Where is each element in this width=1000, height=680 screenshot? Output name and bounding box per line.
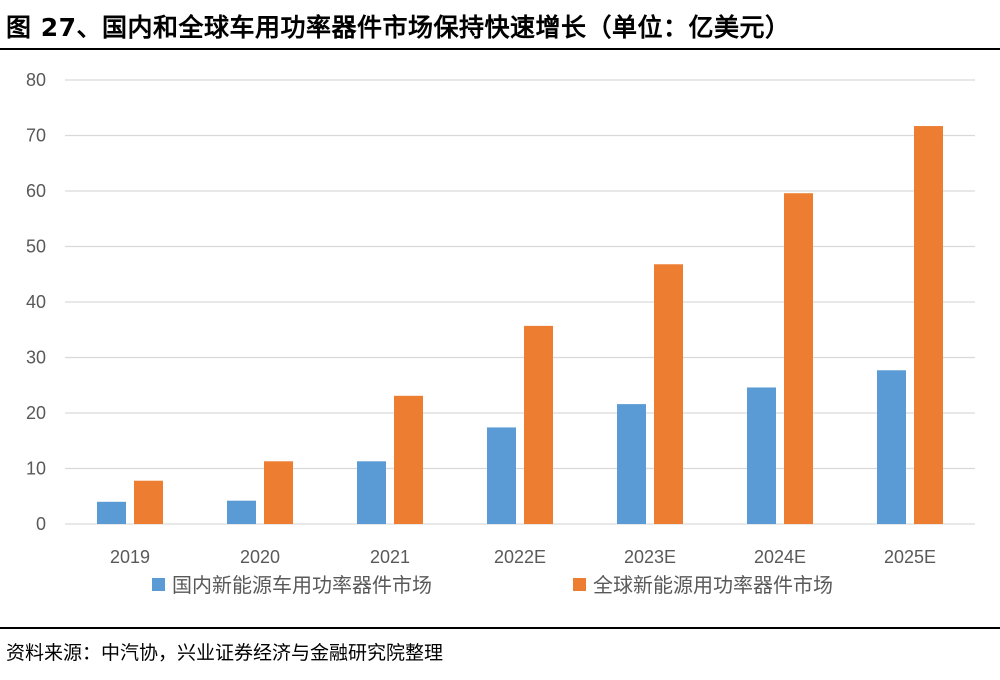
legend-swatch-global — [573, 578, 586, 591]
legend: 国内新能源车用功率器件市场 全球新能源用功率器件市场 — [152, 573, 833, 597]
grid-lines — [65, 79, 975, 525]
y-axis-ticks: 0 10 20 30 40 50 60 70 80 — [26, 70, 46, 534]
x-tick-label: 2022E — [494, 547, 546, 567]
y-tick-label: 10 — [26, 459, 46, 479]
y-tick-label: 60 — [26, 181, 46, 201]
x-tick-label: 2025E — [884, 547, 936, 567]
bar-global — [654, 264, 683, 524]
y-tick-label: 80 — [26, 70, 46, 90]
bar-domestic — [487, 427, 516, 524]
legend-label-global: 全球新能源用功率器件市场 — [593, 573, 833, 597]
source-rule — [0, 627, 1000, 629]
y-tick-label: 40 — [26, 292, 46, 312]
bar-global — [134, 480, 163, 524]
source-note: 资料来源：中汽协，兴业证券经济与金融研究院整理 — [6, 642, 444, 664]
bar-domestic — [747, 387, 776, 524]
bar-domestic — [357, 461, 386, 524]
bar-domestic — [227, 500, 256, 524]
bars — [97, 126, 943, 524]
legend-label-domestic: 国内新能源车用功率器件市场 — [172, 573, 432, 597]
figure-title: 图 27、国内和全球车用功率器件市场保持快速增长（单位：亿美元） — [6, 13, 791, 42]
bar-domestic — [97, 501, 126, 524]
y-tick-label: 0 — [36, 514, 46, 534]
legend-swatch-domestic — [152, 578, 165, 591]
bar-domestic — [617, 404, 646, 524]
bar-global — [394, 395, 423, 524]
bar-global — [524, 325, 553, 524]
bar-global — [784, 193, 813, 524]
bar-global — [264, 461, 293, 524]
x-axis-ticks: 2019 2020 2021 2022E 2023E 2024E 2025E — [110, 547, 936, 567]
title-rule — [0, 48, 1000, 50]
y-tick-label: 30 — [26, 348, 46, 368]
x-tick-label: 2019 — [110, 547, 150, 567]
x-tick-label: 2024E — [754, 547, 806, 567]
y-tick-label: 50 — [26, 237, 46, 257]
x-tick-label: 2020 — [240, 547, 280, 567]
y-tick-label: 20 — [26, 403, 46, 423]
bar-chart: 0 10 20 30 40 50 60 70 80 2019 2020 2021 2022E 2023E… — [26, 70, 975, 597]
bar-global — [914, 126, 943, 524]
x-tick-label: 2023E — [624, 547, 676, 567]
x-tick-label: 2021 — [370, 547, 410, 567]
y-tick-label: 70 — [26, 126, 46, 146]
bar-domestic — [877, 370, 906, 524]
